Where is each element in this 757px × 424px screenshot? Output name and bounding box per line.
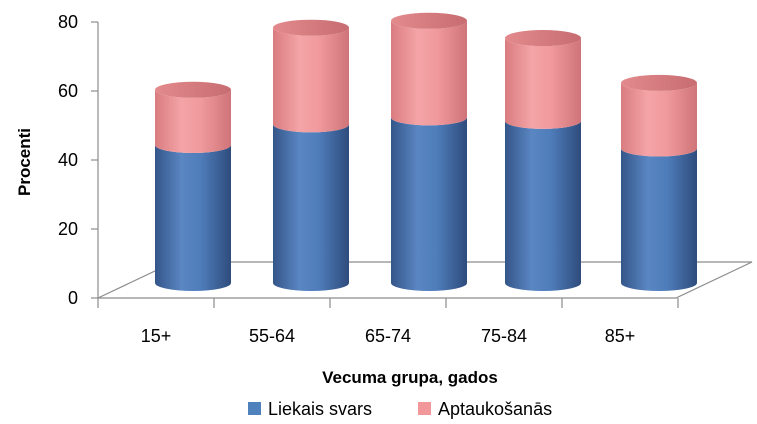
bar-segment-aptaukosanas: [621, 82, 697, 157]
bar-segment-aptaukosanas: [505, 38, 581, 129]
legend-swatch: [248, 402, 261, 415]
bar-segment-aptaukosanas: [391, 20, 467, 126]
legend-swatch: [418, 402, 431, 415]
bar-top-cap: [391, 12, 467, 29]
y-axis-ticks: 0 20 40 60 80: [58, 12, 98, 308]
legend-label: Liekais svars: [268, 399, 372, 419]
bar-top-cap: [621, 74, 697, 91]
bar-segment-aptaukosanas: [155, 89, 231, 153]
legend: Liekais svars Aptaukošanās: [248, 399, 552, 419]
legend-label: Aptaukošanās: [438, 399, 552, 419]
bar-top-cap: [505, 30, 581, 47]
bar-segment-liekais-svars: [155, 145, 231, 291]
y-tick-label: 80: [58, 12, 78, 32]
x-axis-ticks: 15+ 55-64 65-74 75-84 85+: [97, 298, 679, 346]
x-tick-label: 75-84: [481, 326, 527, 346]
y-tick-label: 0: [68, 288, 78, 308]
bar-segment-liekais-svars: [621, 148, 697, 291]
x-tick-label: 65-74: [365, 326, 411, 346]
x-tick-label: 15+: [141, 326, 172, 346]
bar-segment-aptaukosanas: [273, 27, 349, 133]
y-tick-label: 20: [58, 219, 78, 239]
y-axis-title: Procenti: [15, 128, 34, 196]
bar-top-cap: [273, 19, 349, 36]
bar-segment-liekais-svars: [391, 117, 467, 292]
bars: [155, 12, 697, 292]
x-axis-title: Vecuma grupa, gados: [322, 368, 498, 387]
bar-segment-liekais-svars: [505, 120, 581, 291]
y-tick-label: 40: [58, 150, 78, 170]
bar-segment-liekais-svars: [273, 124, 349, 291]
x-tick-label: 55-64: [249, 326, 295, 346]
y-tick-label: 60: [58, 81, 78, 101]
x-tick-label: 85+: [605, 326, 636, 346]
bar-top-cap: [155, 81, 231, 98]
